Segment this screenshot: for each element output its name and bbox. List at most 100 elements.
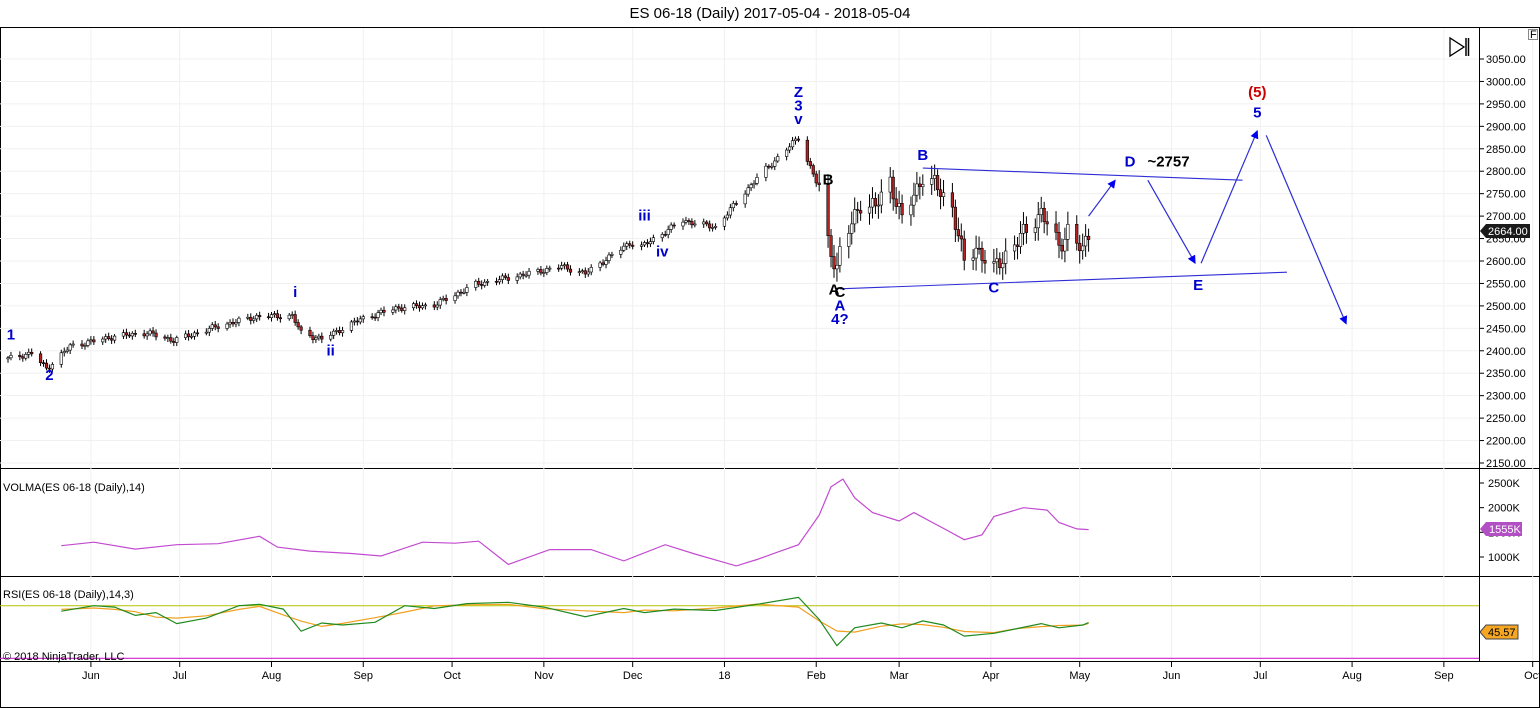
candle-body bbox=[577, 271, 581, 273]
candle-body bbox=[1039, 207, 1043, 216]
rsi-line bbox=[61, 596, 1089, 647]
rsi-signal-line bbox=[61, 603, 1089, 634]
projection-arrow[interactable] bbox=[1200, 130, 1259, 264]
projection-arrow[interactable] bbox=[1147, 179, 1196, 264]
candle-body bbox=[604, 260, 608, 265]
candle-body bbox=[370, 316, 374, 319]
candle-body bbox=[1084, 235, 1088, 247]
price-tick-label: 2150.00 bbox=[1486, 458, 1526, 470]
volma-tick-label: 1000K bbox=[1488, 552, 1520, 564]
volma-last-badge: 1555K bbox=[1480, 522, 1522, 536]
candle-body bbox=[1063, 238, 1067, 252]
candle-body bbox=[21, 356, 25, 359]
candle-body bbox=[586, 271, 590, 275]
candle-body bbox=[879, 191, 883, 206]
candle-body bbox=[838, 246, 842, 266]
candle-body bbox=[1060, 244, 1064, 252]
candle-body bbox=[1066, 224, 1070, 240]
projection-arrow[interactable] bbox=[1265, 135, 1348, 325]
time-tick-label: Jul bbox=[173, 670, 187, 682]
projection-arrow[interactable] bbox=[1088, 179, 1116, 217]
candle-body bbox=[340, 330, 345, 334]
triangle-trend-line[interactable] bbox=[922, 167, 1243, 181]
candle-body bbox=[269, 314, 274, 319]
candle-body bbox=[622, 245, 626, 251]
candle-body bbox=[400, 307, 404, 311]
candle-body bbox=[536, 269, 540, 272]
candle-body bbox=[568, 268, 573, 273]
price-tick-label: 3000.00 bbox=[1486, 76, 1526, 88]
candle-body bbox=[776, 156, 780, 162]
candle-body bbox=[465, 287, 469, 293]
price-tick-label: 2750.00 bbox=[1486, 189, 1526, 201]
candle-body bbox=[648, 241, 653, 245]
candle-body bbox=[376, 312, 380, 318]
candle-body bbox=[835, 264, 839, 270]
candle-body bbox=[521, 273, 525, 276]
candle-body bbox=[417, 305, 422, 309]
candle-body bbox=[420, 305, 425, 309]
candle-body bbox=[207, 328, 211, 333]
candle-body bbox=[151, 330, 155, 334]
time-tick-label: Oct bbox=[1524, 670, 1540, 682]
candle-body bbox=[38, 353, 43, 364]
time-tick-label: May bbox=[1069, 670, 1090, 682]
time-tick-label: Mar bbox=[890, 670, 909, 682]
candle-body bbox=[915, 183, 919, 196]
candle-body bbox=[891, 176, 895, 200]
candle-body bbox=[379, 309, 383, 314]
candle-body bbox=[163, 336, 167, 339]
candle-body bbox=[746, 187, 750, 195]
candle-body bbox=[349, 321, 354, 331]
candle-body bbox=[690, 221, 694, 226]
candle-body bbox=[912, 194, 916, 206]
candle-body bbox=[580, 270, 584, 273]
candle-body bbox=[311, 335, 315, 340]
candle-body bbox=[888, 176, 892, 193]
price-tick-label: 2900.00 bbox=[1486, 121, 1526, 133]
candle-body bbox=[124, 332, 129, 336]
candle-body bbox=[9, 355, 13, 359]
wave-label: B bbox=[917, 147, 928, 164]
triangle-trend-line[interactable] bbox=[839, 271, 1287, 290]
candle-body bbox=[133, 333, 137, 335]
candle-body bbox=[1086, 235, 1091, 240]
price-tick-label: 2700.00 bbox=[1486, 211, 1526, 223]
wave-label: iii bbox=[638, 208, 651, 225]
candle-body bbox=[237, 317, 241, 323]
candle-body bbox=[734, 203, 738, 205]
candle-body bbox=[169, 337, 173, 342]
candle-body bbox=[625, 243, 629, 247]
play-end-icon[interactable] bbox=[1449, 36, 1470, 58]
candle-body bbox=[873, 198, 878, 207]
candle-body bbox=[1045, 221, 1049, 225]
candle-body bbox=[332, 330, 336, 336]
candle-body bbox=[101, 338, 105, 343]
candle-body bbox=[308, 329, 312, 336]
candle-body bbox=[787, 146, 792, 151]
corner-badge-box[interactable] bbox=[1528, 29, 1538, 40]
candle-body bbox=[527, 270, 531, 276]
candle-body bbox=[539, 269, 543, 274]
candle-body bbox=[27, 351, 31, 355]
candle-body bbox=[1036, 214, 1040, 229]
candle-body bbox=[62, 351, 66, 354]
candle-body bbox=[497, 279, 502, 283]
candle-body bbox=[847, 233, 851, 247]
candle-body bbox=[894, 198, 898, 207]
candle-body bbox=[959, 235, 963, 240]
candle-body bbox=[793, 138, 798, 142]
wave-label: A bbox=[829, 282, 840, 299]
candle-body bbox=[589, 267, 593, 273]
candle-body bbox=[731, 203, 735, 209]
candle-body bbox=[971, 257, 975, 261]
candle-body bbox=[258, 315, 262, 318]
price-tick-label: 2250.00 bbox=[1486, 413, 1526, 425]
candle-body bbox=[130, 333, 134, 337]
candle-body bbox=[148, 330, 152, 335]
candle-body bbox=[930, 178, 934, 185]
candle-body bbox=[705, 221, 709, 225]
candle-body bbox=[941, 192, 946, 197]
candle-body bbox=[83, 345, 87, 347]
